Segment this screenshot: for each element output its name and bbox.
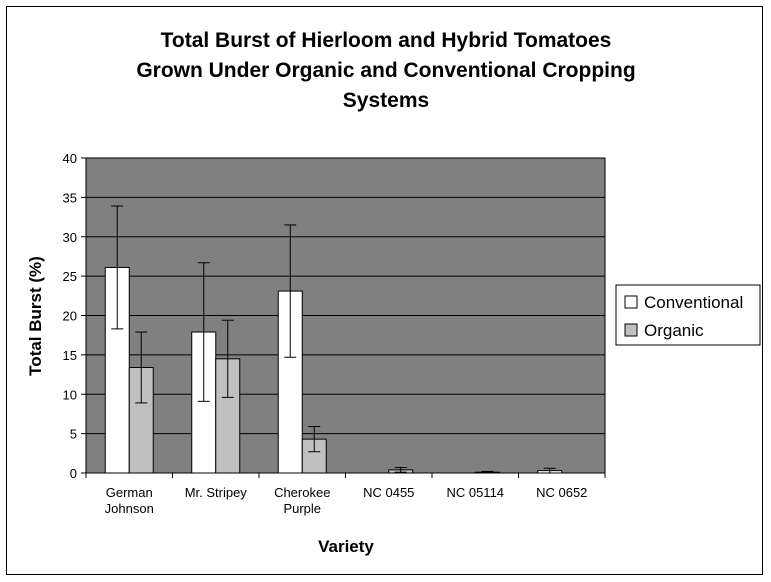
- x-tick-label: NC 0455: [363, 485, 414, 500]
- x-tick-label: German: [106, 485, 153, 500]
- y-tick-label: 5: [70, 427, 77, 442]
- legend-swatch-conventional: [624, 295, 638, 309]
- chart-title-line: Grown Under Organic and Conventional Cro…: [136, 59, 635, 82]
- y-tick-label: 20: [63, 309, 77, 324]
- legend-box: [615, 284, 761, 346]
- chart-frame: Total Burst of Hierloom and Hybrid Tomat…: [6, 6, 763, 575]
- y-tick-label: 30: [63, 230, 77, 245]
- x-tick-label: Cherokee: [274, 485, 330, 500]
- y-tick-label: 40: [63, 151, 77, 166]
- x-tick-label: NC 05114: [446, 485, 504, 500]
- y-axis-title: Total Burst (%): [26, 256, 45, 376]
- x-tick-label: Mr. Stripey: [185, 485, 248, 500]
- y-tick-label: 10: [63, 387, 77, 402]
- chart-svg: Total Burst of Hierloom and Hybrid Tomat…: [26, 29, 761, 556]
- x-tick-label: Purple: [283, 501, 321, 516]
- chart-title-line: Systems: [343, 89, 429, 112]
- y-tick-label: 35: [63, 190, 77, 205]
- legend-label-conventional: Conventional: [644, 293, 743, 312]
- legend-swatch-organic: [624, 323, 638, 337]
- chart-title-line: Total Burst of Hierloom and Hybrid Tomat…: [161, 29, 612, 52]
- y-tick-label: 0: [70, 466, 77, 481]
- x-axis-title: Variety: [318, 537, 374, 556]
- x-tick-label: Johnson: [105, 501, 154, 516]
- y-tick-label: 25: [63, 269, 77, 284]
- y-tick-label: 15: [63, 348, 77, 363]
- legend-label-organic: Organic: [644, 321, 704, 340]
- x-tick-label: NC 0652: [536, 485, 587, 500]
